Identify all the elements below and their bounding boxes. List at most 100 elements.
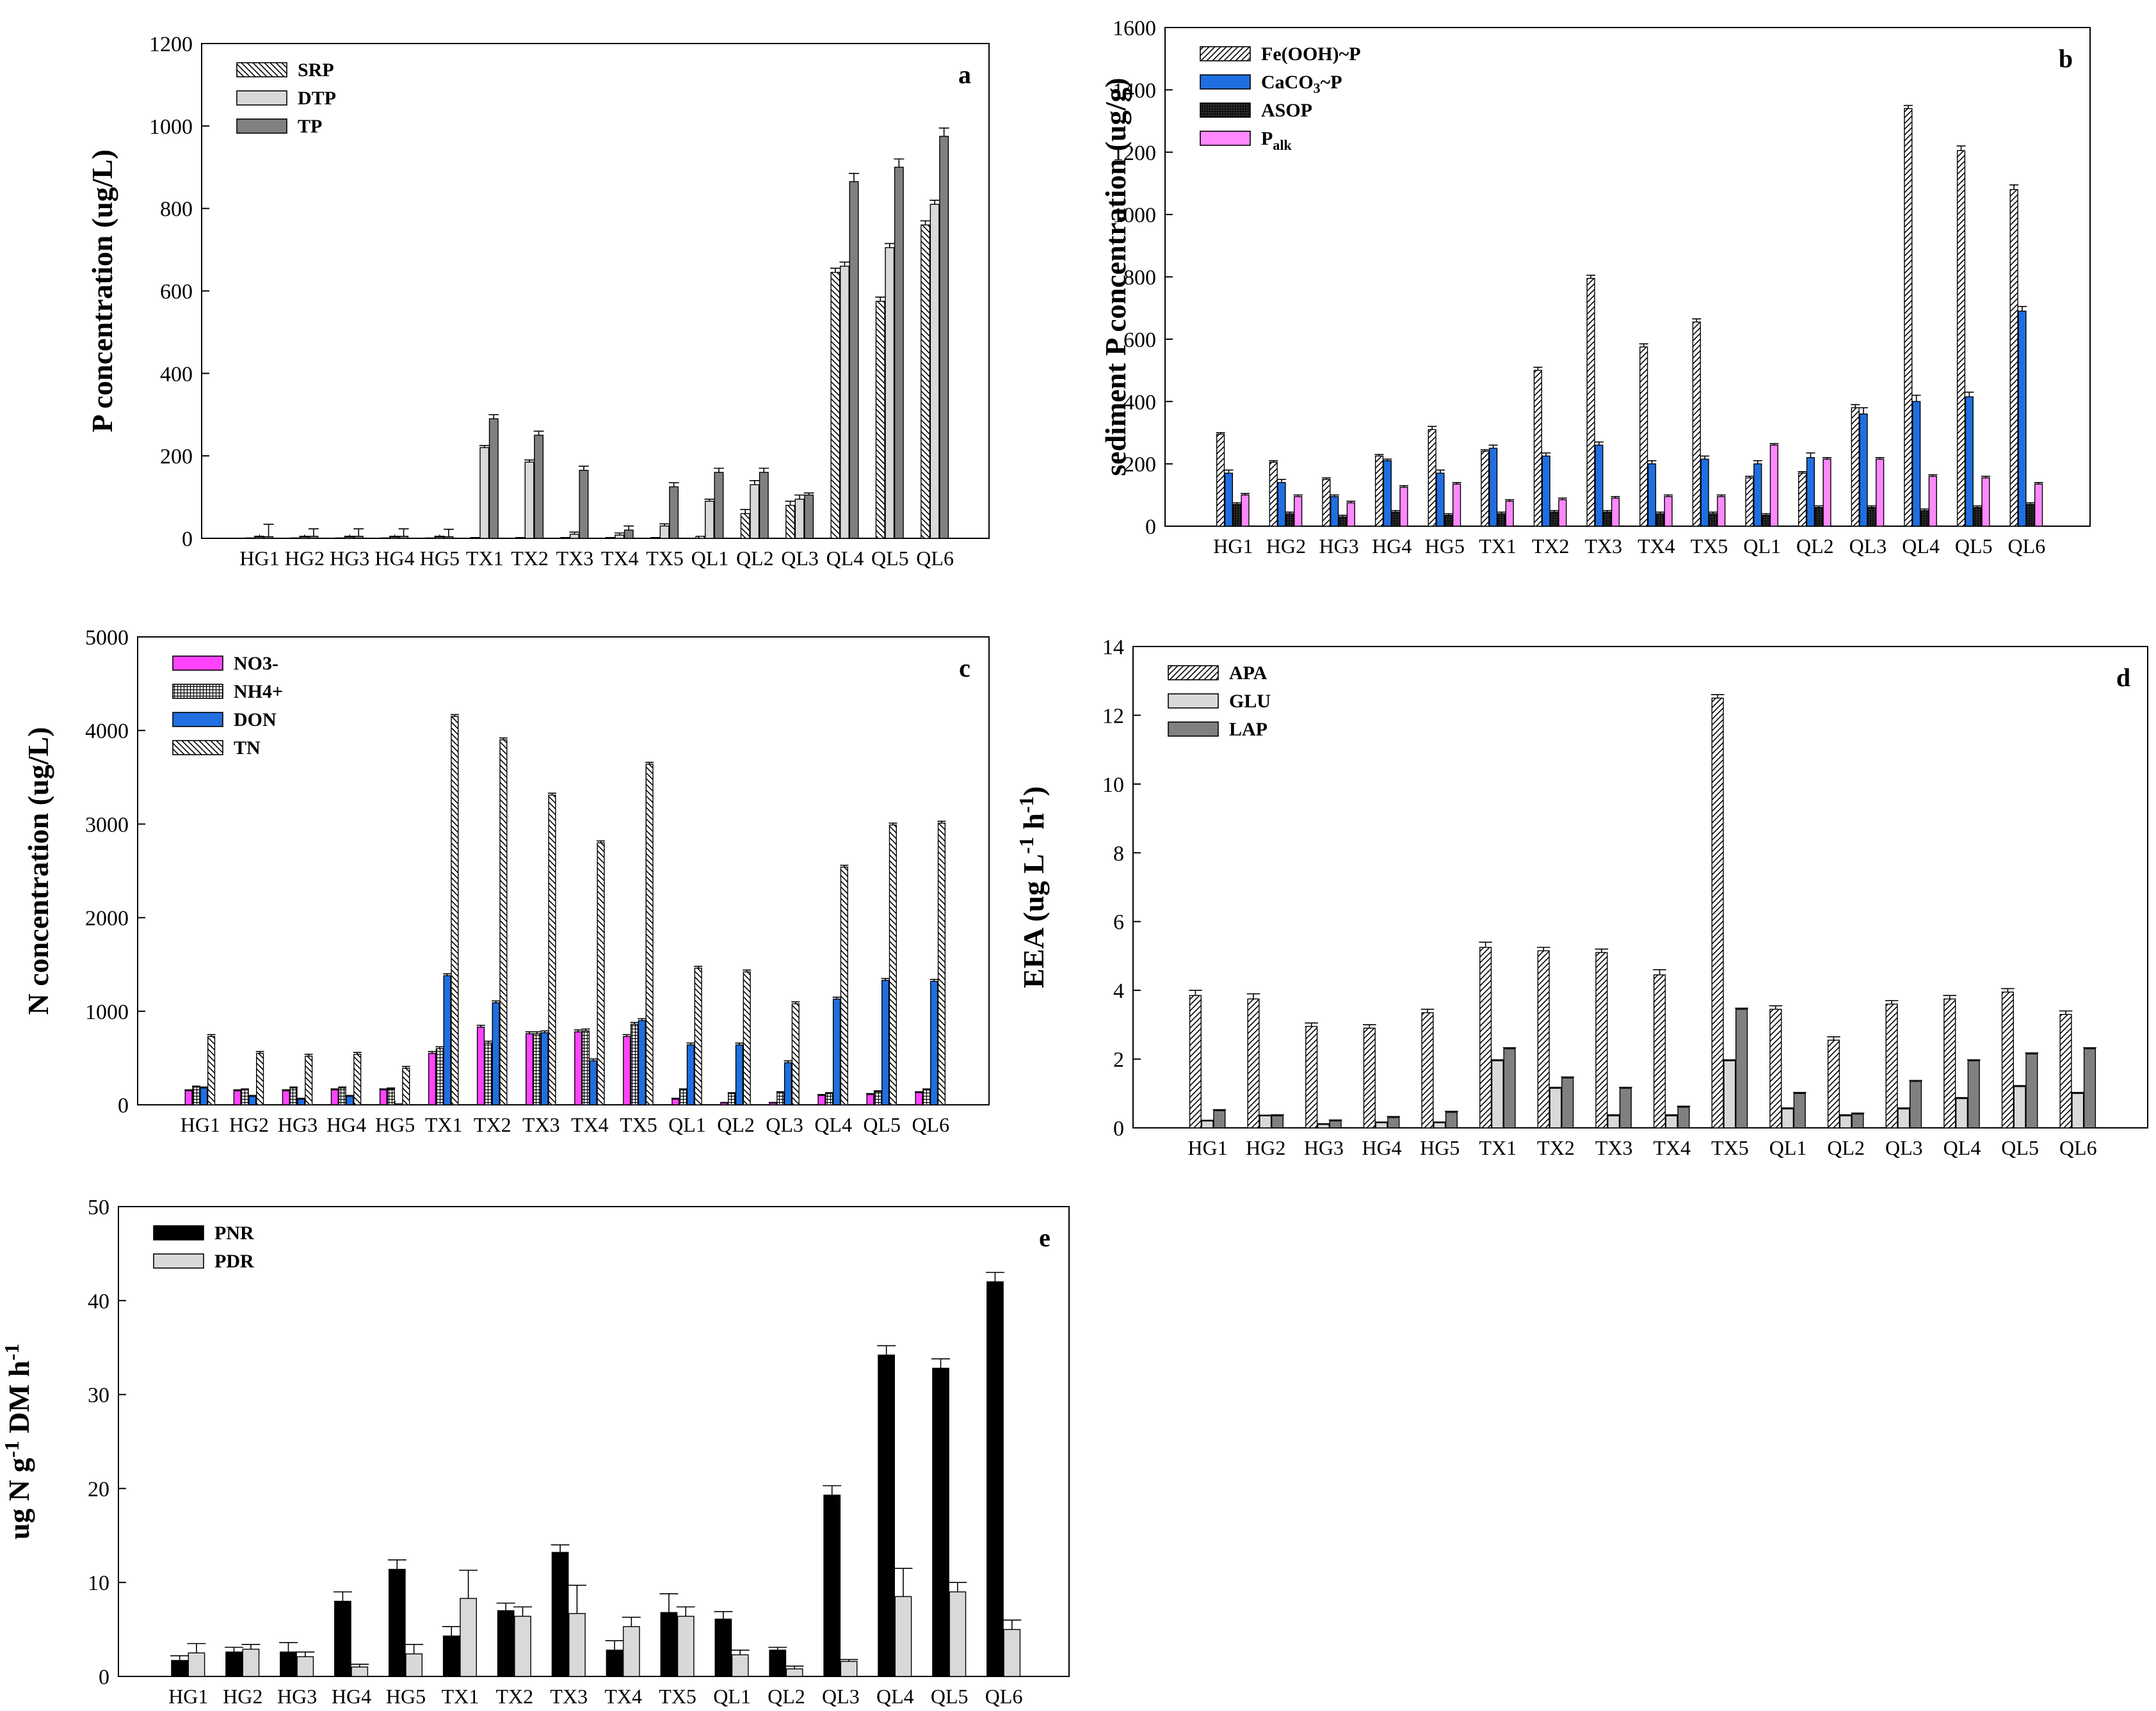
y-tick-label: 1000 [85, 1000, 129, 1024]
legend: NO3- NH4+ DON TN [172, 653, 283, 759]
bar-don [394, 1104, 403, 1105]
bar-apa [1885, 1003, 1898, 1129]
x-tick-label: HG1 [1213, 534, 1253, 558]
x-tick-label: QL4 [814, 1113, 852, 1136]
bar-palk [1769, 444, 1779, 527]
x-tick-label: TX3 [556, 547, 594, 570]
bar-palk [1505, 501, 1514, 527]
y-tick-label: 3000 [85, 813, 129, 837]
legend-label: ASOP [1261, 100, 1312, 121]
x-tick-label: TX1 [425, 1113, 463, 1136]
bar-palk [1558, 499, 1567, 527]
bar-glu [1491, 1060, 1504, 1129]
bar-fe-ooh-p [1904, 108, 1913, 527]
bar-srp [695, 536, 705, 539]
panel-a: 0 200 400 600 800 1000 1200 HG1 HG2 HG3 HG4 HG5 TX1 T… [86, 33, 990, 570]
legend-label: DTP [298, 88, 336, 109]
bar-caco3-p [1647, 463, 1657, 527]
bar-asop [1391, 511, 1400, 527]
bar-no3- [184, 1090, 193, 1105]
bar-fe-ooh-p [1956, 150, 1966, 527]
bar-palk [1399, 486, 1408, 527]
bar-glu [1259, 1115, 1272, 1129]
bar-dtp [479, 447, 490, 539]
x-tick-label: TX3 [550, 1685, 588, 1708]
x-tick-label: HG3 [277, 1685, 317, 1708]
bar-srp [921, 224, 931, 539]
x-tick-label: TX4 [601, 547, 639, 570]
bar-nh4- [728, 1093, 736, 1105]
bar-pnr [660, 1612, 678, 1677]
x-tick-label: QL5 [2001, 1136, 2039, 1159]
x-tick-label: TX1 [1479, 534, 1516, 558]
bar-tn [694, 967, 702, 1105]
bar-tp [804, 494, 814, 539]
bar-glu [1317, 1123, 1330, 1129]
y-tick-label: 40 [88, 1290, 109, 1313]
bar-pdr [351, 1666, 369, 1677]
x-tick-label: QL2 [717, 1113, 755, 1136]
panel-label: d [2116, 663, 2130, 692]
bar-fe-ooh-p [1745, 477, 1754, 527]
legend-swatch [1168, 665, 1219, 680]
y-tick-label: 4 [1113, 979, 1124, 1003]
bar-palk [1452, 483, 1461, 527]
bar-apa [2001, 992, 2014, 1129]
panel-c: 0 1000 2000 3000 4000 5000 HG1 HG2 HG3 HG4 HG5 TX1 T… [22, 626, 990, 1136]
legend-swatch [1168, 693, 1219, 709]
bar-nh4- [484, 1042, 492, 1105]
bar-apa [1595, 952, 1608, 1129]
x-tick-label: QL6 [912, 1113, 949, 1136]
bar-dtp [434, 536, 444, 539]
panel-b: 0 200 400 600 800 1000 1200 1400 1600 HG1 HG2 HG3 HG… [1099, 17, 2091, 558]
bar-dtp [659, 525, 670, 539]
bar-caco3-p [1965, 396, 1974, 527]
bar-pnr [171, 1660, 188, 1677]
y-tick-label: 200 [160, 445, 193, 469]
bar-fe-ooh-p [1481, 451, 1490, 527]
bar-apa [1421, 1012, 1434, 1129]
bar-tp [444, 536, 454, 539]
bar-don [346, 1096, 354, 1105]
bar-don [297, 1098, 305, 1105]
bar-don [638, 1020, 646, 1105]
x-tick-label: QL6 [2059, 1136, 2097, 1159]
bar-apa [1189, 995, 1202, 1129]
x-tick-label: QL4 [876, 1685, 914, 1708]
bar-tp [669, 486, 679, 539]
bar-no3- [720, 1102, 728, 1105]
plot-frame [137, 636, 990, 1105]
bar-pnr [878, 1354, 895, 1677]
bar-asop [1550, 511, 1559, 527]
bar-pnr [280, 1651, 297, 1677]
legend-swatch [1168, 721, 1219, 737]
y-axis-label: N concentration (ug/L) [22, 727, 54, 1015]
x-tick-label: HG4 [374, 547, 414, 570]
x-tick-label: QL1 [1743, 534, 1781, 558]
bar-tn [256, 1052, 264, 1105]
bar-palk [1717, 496, 1726, 527]
bar-tp [309, 536, 319, 539]
x-tick-label: HG1 [1188, 1136, 1228, 1159]
y-tick-label: 0 [1113, 1117, 1124, 1141]
bar-fe-ooh-p [1586, 278, 1595, 527]
x-tick-label: TX3 [1595, 1136, 1633, 1159]
x-tick-label: QL3 [766, 1113, 803, 1136]
bar-tn [889, 824, 897, 1105]
bar-pdr [460, 1598, 477, 1677]
bar-glu [1607, 1115, 1620, 1129]
bar-lap [1735, 1008, 1748, 1129]
bar-pdr [785, 1668, 803, 1677]
bar-apa [1305, 1025, 1318, 1129]
x-tick-label: QL6 [985, 1685, 1023, 1708]
bar-asop [1655, 513, 1664, 527]
bar-apa [1653, 974, 1666, 1129]
bar-caco3-p [2018, 310, 2027, 527]
bar-tn [207, 1036, 216, 1105]
bar-pdr [242, 1648, 260, 1677]
bar-no3- [769, 1102, 777, 1105]
bar-no3- [574, 1031, 583, 1105]
y-tick-label: 30 [88, 1384, 109, 1408]
panel-label: a [958, 60, 971, 89]
x-tick-label: HG3 [330, 547, 369, 570]
